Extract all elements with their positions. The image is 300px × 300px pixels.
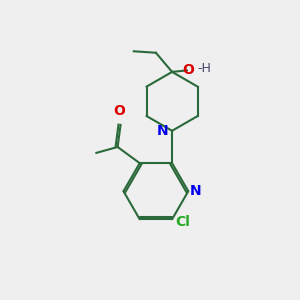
Text: N: N [157,124,169,138]
Text: O: O [113,103,125,118]
Text: Cl: Cl [176,215,190,229]
Text: N: N [190,184,201,198]
Text: O: O [182,63,194,77]
Text: -H: -H [198,62,212,76]
